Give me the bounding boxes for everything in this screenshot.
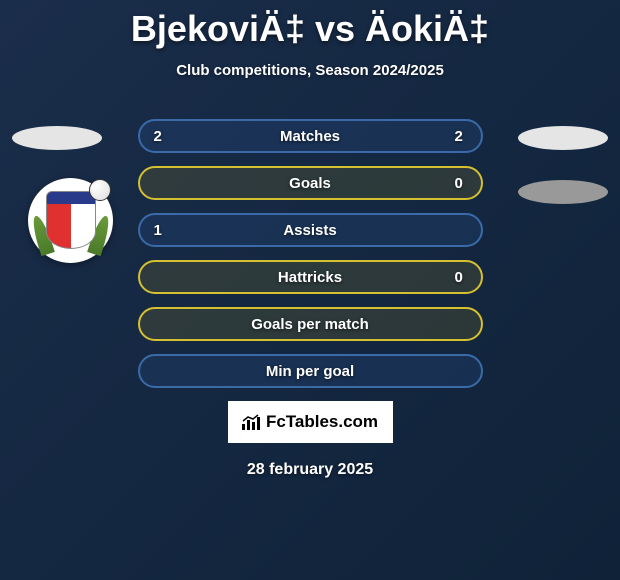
- player-right-club-placeholder: [518, 180, 608, 204]
- stat-gpm-label: Goals per match: [140, 316, 481, 333]
- stat-matches-left: 2: [154, 128, 166, 145]
- stat-hattricks-right: 0: [455, 269, 467, 286]
- stat-goals-right: 0: [455, 175, 467, 192]
- fctables-brand-text: FcTables.com: [266, 412, 378, 432]
- stat-row-assists: 1 Assists: [138, 213, 483, 247]
- player-left-club-logo: [28, 178, 113, 263]
- subtitle: Club competitions, Season 2024/2025: [0, 62, 620, 79]
- date-label: 28 february 2025: [0, 461, 620, 479]
- stat-goals-label: Goals: [140, 175, 481, 192]
- stats-container: 2 Matches 2 Goals 0 1 Assists Hattricks …: [138, 119, 483, 388]
- stat-row-hattricks: Hattricks 0: [138, 260, 483, 294]
- stat-row-goals: Goals 0: [138, 166, 483, 200]
- player-right-avatar-placeholder: [518, 126, 608, 150]
- stat-assists-left: 1: [154, 222, 166, 239]
- stat-row-min-per-goal: Min per goal: [138, 354, 483, 388]
- stat-row-goals-per-match: Goals per match: [138, 307, 483, 341]
- stat-hattricks-label: Hattricks: [140, 269, 481, 286]
- player-left-avatar-placeholder: [12, 126, 102, 150]
- fctables-brand[interactable]: FcTables.com: [228, 401, 393, 443]
- stat-row-matches: 2 Matches 2: [138, 119, 483, 153]
- stat-matches-label: Matches: [140, 128, 481, 145]
- stat-matches-right: 2: [455, 128, 467, 145]
- chart-icon: [242, 414, 262, 430]
- stat-assists-label: Assists: [140, 222, 481, 239]
- stat-mpg-label: Min per goal: [140, 363, 481, 380]
- page-title: BjekoviÄ‡ vs ÄokiÄ‡: [0, 0, 620, 50]
